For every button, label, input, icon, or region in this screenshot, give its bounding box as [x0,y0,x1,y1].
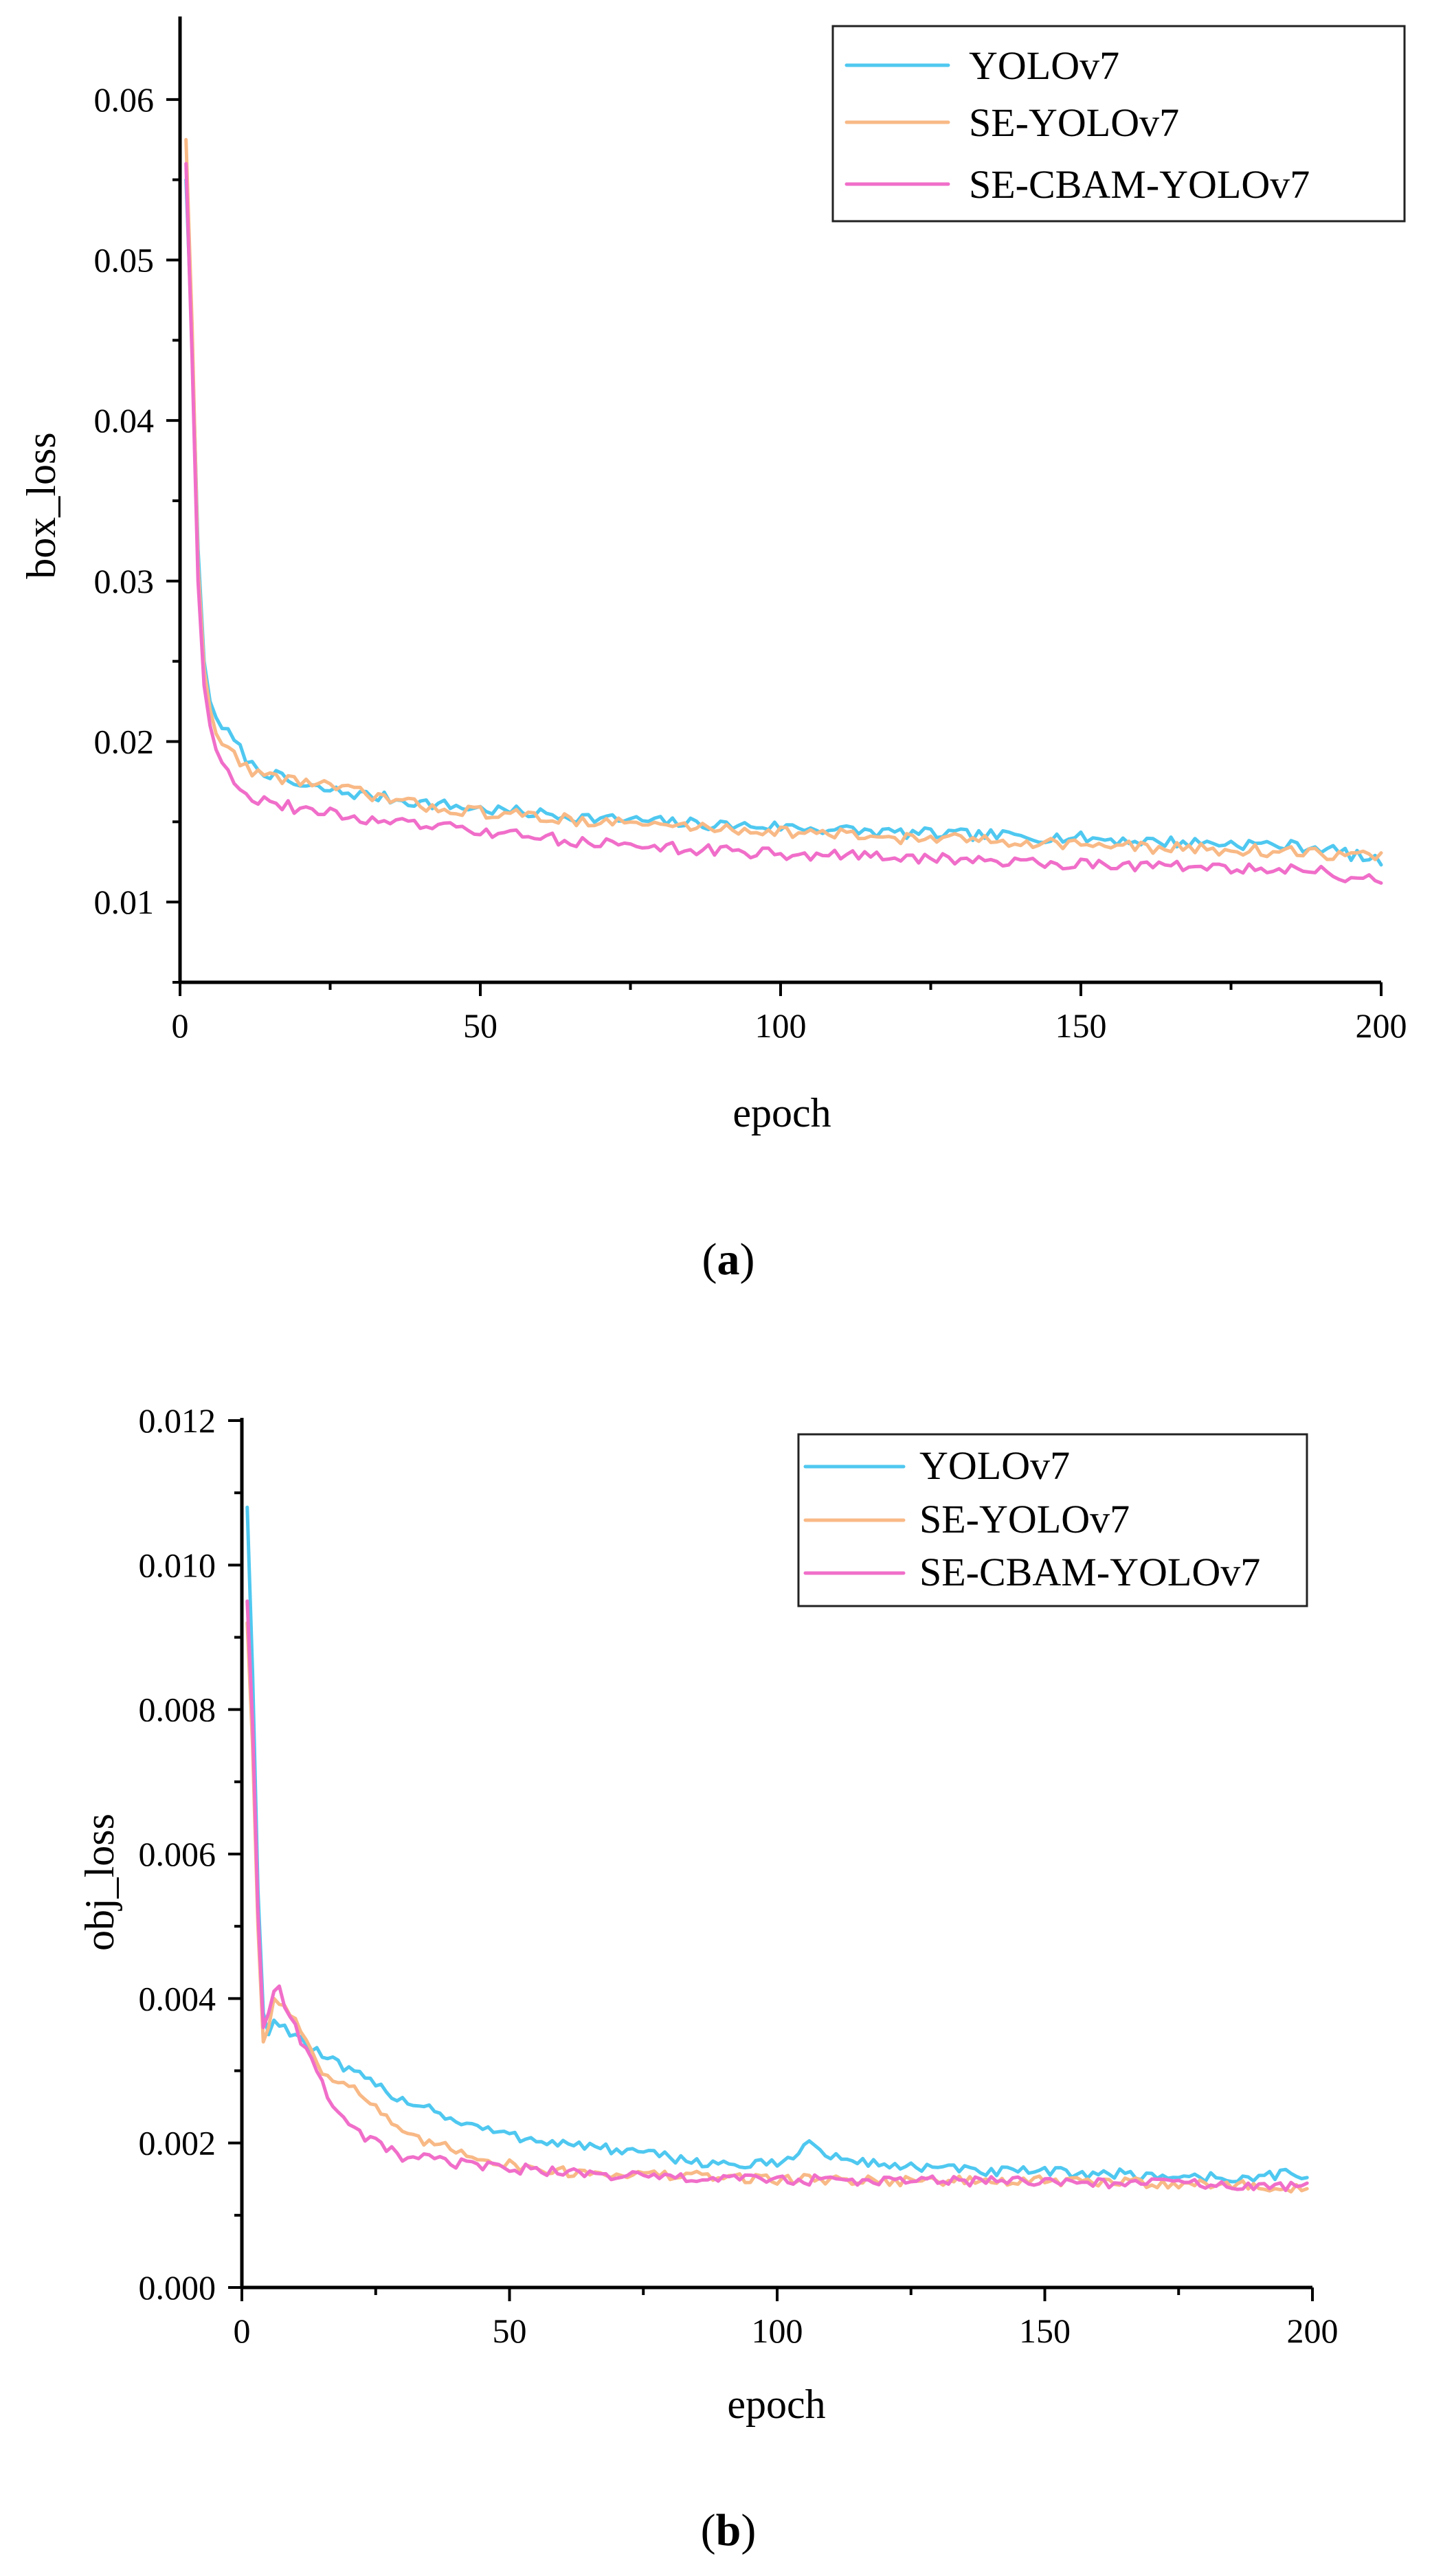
y-tick-label-a-4: 0.05 [94,241,155,280]
y-tick-label-a-3: 0.04 [94,401,155,440]
legend-a: YOLOv7 SE-YOLOv7 SE-CBAM-YOLOv7 [831,25,1406,223]
x-tick-label-b-1: 50 [493,2312,527,2350]
series-line-a-se-cbam-yolov7 [184,161,1383,885]
series-line-b-se-cbam-yolov7 [245,1599,1309,2193]
x-tick-label-b-3: 150 [1019,2312,1071,2350]
y-tick-label-a-1: 0.02 [94,723,155,761]
series-line-b-se-yolov7 [245,1621,1309,2194]
y-axis-title-b: obj_loss [77,1814,122,1951]
y-tick-label-a-5: 0.06 [94,80,155,119]
legend-label-b-se-yolov7: SE-YOLOv7 [919,1497,1130,1541]
x-tick-label-b-4: 200 [1287,2312,1339,2350]
legend-label-b-se-cbam-yolov7: SE-CBAM-YOLOv7 [919,1550,1260,1594]
plot-area-a: 0 50 100 150 200 0.01 0.02 0.03 0.04 0.05 0.06 [94,16,1407,1045]
x-tick-label-b-0: 0 [234,2312,251,2350]
legend-b: YOLOv7 SE-YOLOv7 SE-CBAM-YOLOv7 [797,1433,1308,1607]
legend-label-a-se-cbam-yolov7: SE-CBAM-YOLOv7 [969,162,1310,207]
legend-label-b-yolov7: YOLOv7 [919,1443,1070,1488]
series-line-a-se-yolov7 [184,137,1383,861]
plot-area-b: 0 50 100 150 200 0.000 0.002 0.004 0.006 0.008 0.0… [139,1401,1339,2350]
caption-a: (a) [702,1234,755,1285]
y-tick-label-b-0: 0.000 [139,2268,216,2307]
caption-close-b: ) [741,2505,756,2555]
caption-close-a: ) [740,1234,755,1285]
caption-open-a: ( [702,1234,717,1285]
x-tick-label-a-1: 50 [463,1006,497,1045]
caption-letter-a: a [717,1234,740,1285]
x-axis-title-a: epoch [732,1090,831,1136]
series-line-b-yolov7 [245,1505,1309,2184]
caption-open-b: ( [701,2505,716,2555]
legend-label-a-yolov7: YOLOv7 [969,43,1119,88]
x-tick-label-a-3: 150 [1055,1006,1107,1045]
y-tick-label-b-4: 0.008 [139,1691,216,1729]
chart-panel-b: 0 50 100 150 200 0.000 0.002 0.004 0.006 0.008 0.0… [77,1401,1339,2555]
legend-label-a-se-yolov7: SE-YOLOv7 [969,100,1179,145]
y-axis-title-a: box_loss [19,432,64,578]
y-tick-label-b-3: 0.006 [139,1835,216,1873]
series-line-a-yolov7 [184,178,1383,867]
y-tick-label-b-6: 0.012 [139,1401,216,1440]
x-tick-label-a-0: 0 [172,1006,189,1045]
caption-letter-b: b [716,2505,741,2555]
x-axis-title-b: epoch [727,2382,825,2427]
x-tick-label-a-2: 100 [755,1006,807,1045]
caption-b: (b) [701,2505,757,2555]
y-tick-label-b-5: 0.010 [139,1546,216,1584]
y-tick-label-b-1: 0.002 [139,2124,216,2162]
y-tick-label-a-2: 0.03 [94,562,155,600]
x-tick-label-a-4: 200 [1356,1006,1407,1045]
chart-panel-a: 0 50 100 150 200 0.01 0.02 0.03 0.04 0.05 0.06 box… [19,16,1407,1285]
y-tick-label-b-2: 0.004 [139,1979,216,2018]
y-tick-label-a-0: 0.01 [94,883,155,921]
x-tick-label-b-2: 100 [752,2312,803,2350]
